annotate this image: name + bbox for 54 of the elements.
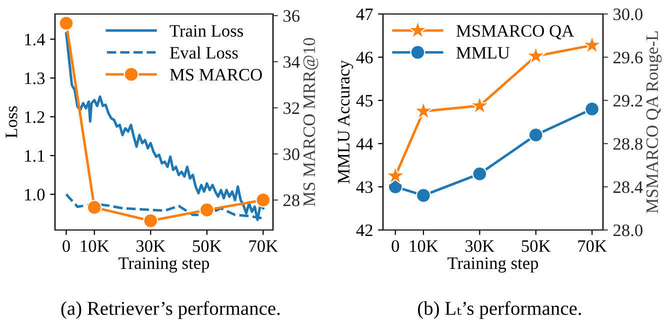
point — [528, 127, 544, 142]
text: (b) Lₜ’s performance. — [418, 301, 581, 319]
y2-tick-label: 32 — [284, 102, 300, 114]
y2-tick-label: 30 — [284, 148, 300, 160]
y-tick-label: 45 — [356, 94, 373, 107]
legend-label: MSMARCO QA — [456, 25, 574, 40]
y-axis-title: MMLU Accuracy — [338, 60, 354, 184]
x-tick-label: 50K — [192, 240, 222, 252]
y2-tick-label: 30.0 — [614, 8, 642, 20]
legend-label: MMLU — [456, 47, 510, 59]
point — [143, 213, 158, 228]
x-tick-label: 10K — [80, 240, 110, 252]
x-tick-label: 50K — [522, 240, 551, 252]
y2-axis-title: MS MARCO MRR@10 — [303, 38, 318, 206]
y2-tick-label: 28.4 — [613, 181, 643, 194]
text: (a) Retriever’s performance. — [61, 301, 280, 319]
x-tick-label: 30K — [136, 240, 166, 252]
y-tick-label: 1.2 — [25, 111, 44, 124]
x-tick-label: 30K — [466, 240, 494, 252]
y2-tick-label: 36 — [284, 10, 300, 22]
x-tick-label: 70K — [249, 240, 278, 252]
y2-tick-label: 29.2 — [613, 94, 642, 107]
y2-axis-title: MSMARCO QA Rouge-L — [646, 31, 662, 214]
legend-label: MS MARCO — [170, 68, 262, 81]
y-tick-label: 1.0 — [25, 188, 45, 201]
point — [199, 202, 214, 218]
y-tick-label: 1.1 — [25, 150, 44, 162]
x-tick-label: 0 — [62, 240, 70, 252]
y-tick-label: 42 — [356, 224, 372, 236]
point — [472, 166, 488, 182]
y-axis-title: Loss — [6, 106, 18, 138]
legend-label: Train Loss — [170, 25, 243, 37]
y2-tick-label: 28.8 — [613, 138, 642, 150]
point — [58, 16, 74, 31]
y2-tick-label: 28.0 — [613, 224, 642, 236]
y-tick-label: 1.4 — [25, 34, 46, 46]
x-tick-label: 70K — [578, 240, 607, 252]
y-tick-label: 44 — [356, 138, 374, 150]
y2-tick-label: 34 — [284, 56, 300, 68]
x-axis-title: Training step — [448, 257, 538, 273]
y-tick-label: 47 — [356, 8, 373, 20]
y-tick-label: 1.3 — [25, 72, 45, 84]
point — [416, 188, 431, 203]
point — [86, 200, 102, 215]
y-tick-label: 43 — [356, 181, 373, 193]
y2-tick-label: 29.6 — [613, 52, 643, 64]
x-axis-title: Training step — [118, 257, 210, 273]
point — [256, 192, 271, 208]
legend-label: Eval Loss — [170, 46, 238, 59]
y2-tick-label: 28 — [283, 194, 300, 206]
y-tick-label: 46 — [356, 52, 373, 64]
x-tick-label: 10K — [410, 240, 438, 252]
x-tick-label: 0 — [392, 240, 400, 252]
point — [584, 102, 600, 117]
